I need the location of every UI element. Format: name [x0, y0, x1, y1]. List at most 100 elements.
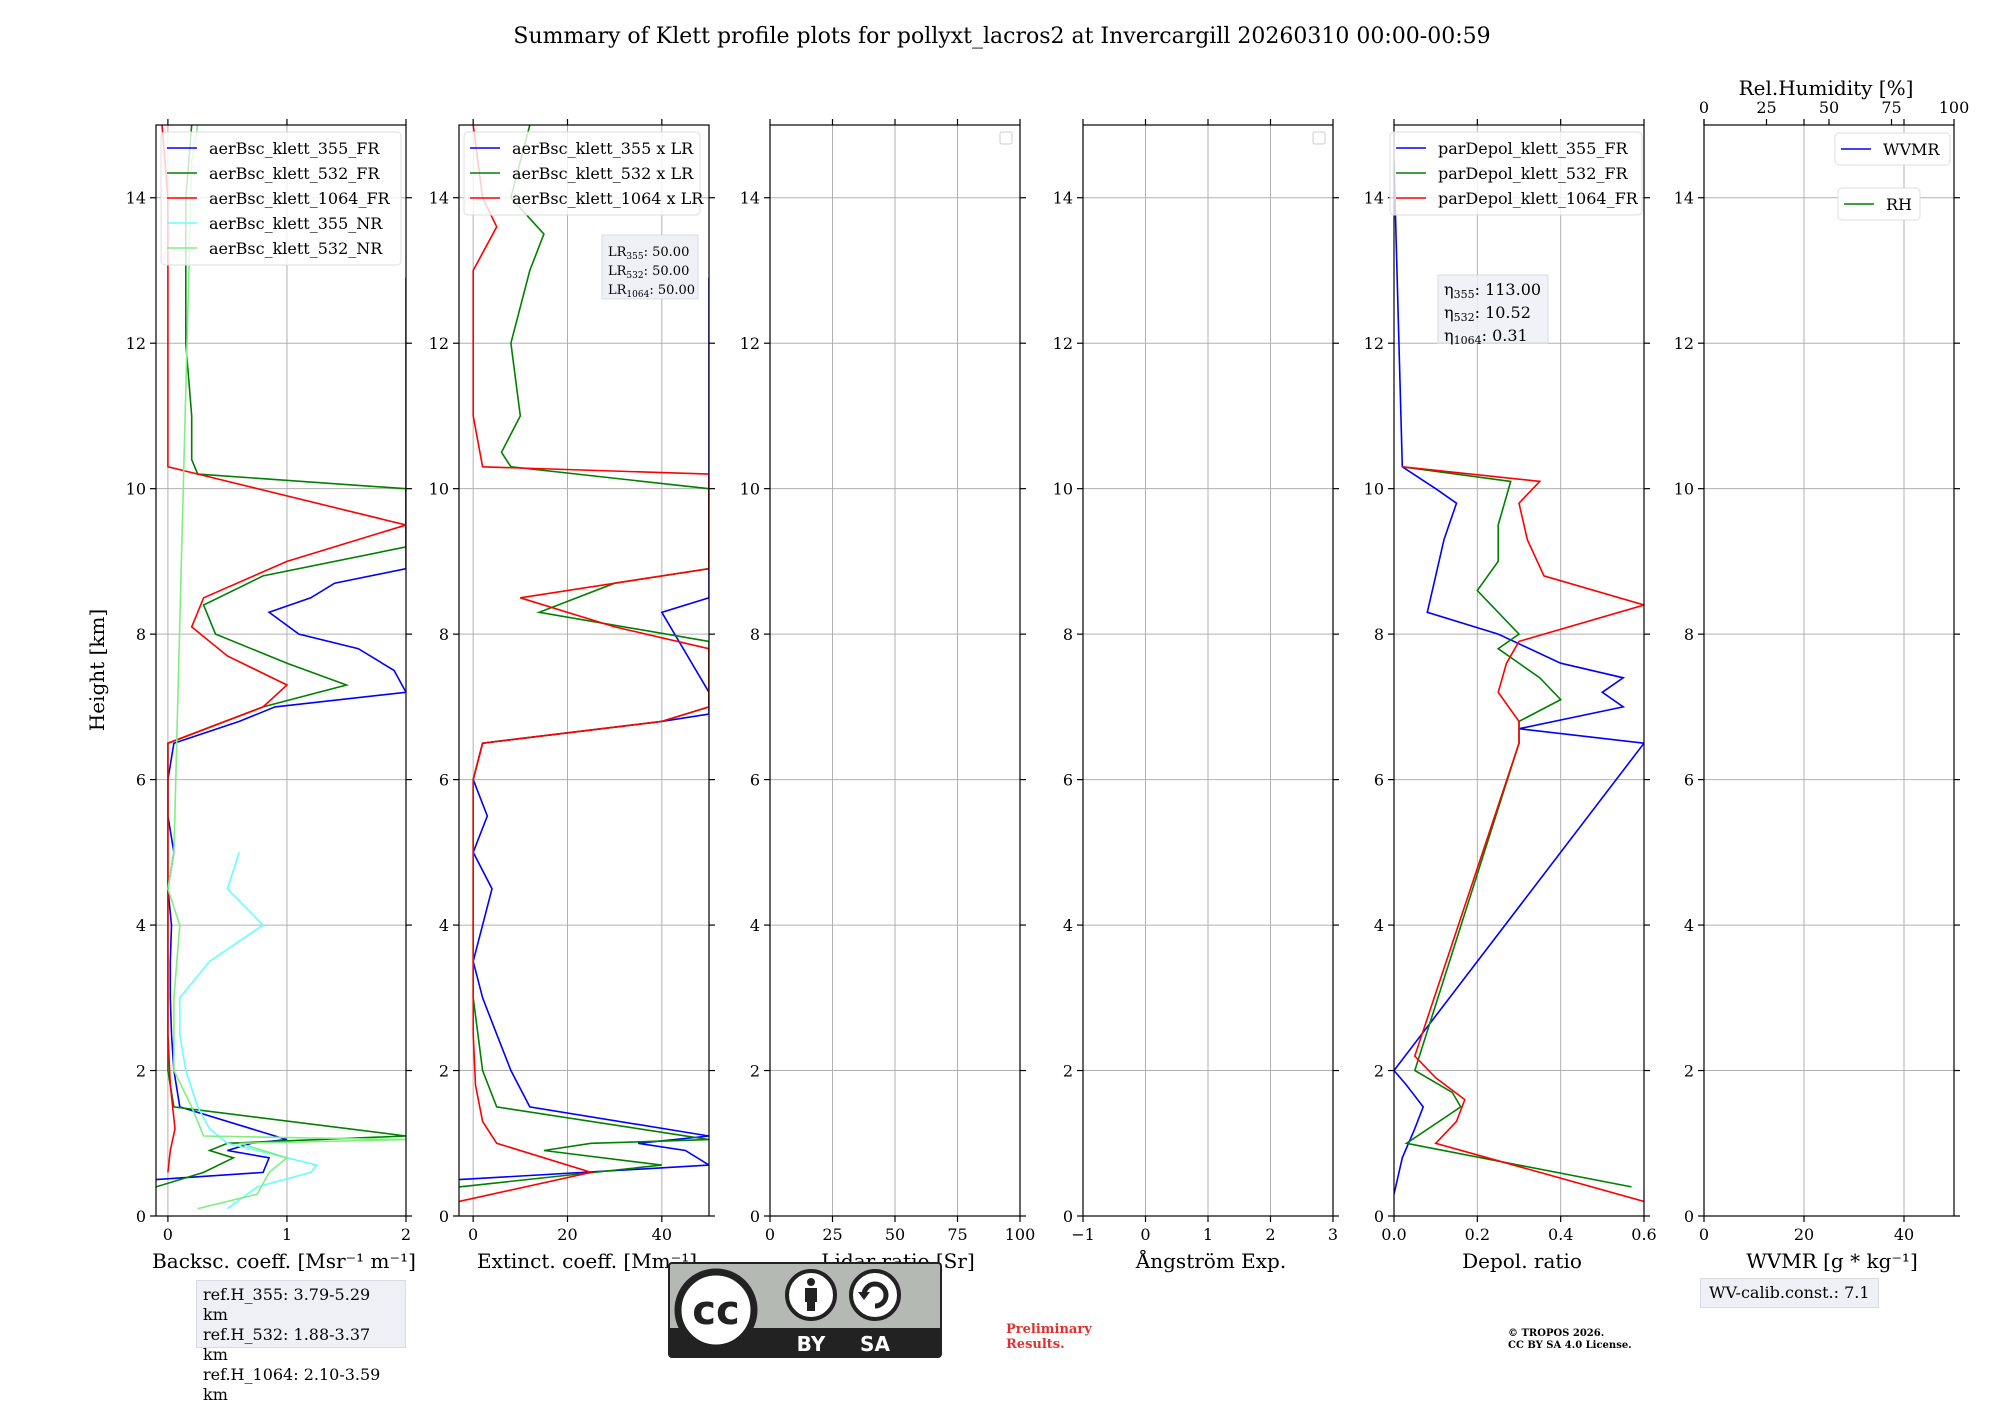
- annotation-text: η532: 10.52: [1444, 303, 1531, 324]
- series-line-parDepol_klett_532_FR: [1402, 466, 1632, 1188]
- y-tick-label: 6: [439, 771, 449, 790]
- x-tick-label: 0.6: [1631, 1225, 1656, 1244]
- series-line-aerBsc_klett_1064_FR: [161, 125, 406, 1173]
- y-tick-label: 10: [126, 480, 146, 499]
- y-tick-label: 10: [1674, 480, 1694, 499]
- x-tick-label: −1: [1071, 1225, 1095, 1244]
- x-tick-label: 0: [1699, 1225, 1709, 1244]
- y-tick-label: 12: [429, 334, 449, 353]
- legend-box: [463, 131, 701, 216]
- y-tick-label: 14: [1674, 189, 1694, 208]
- y-tick-label: 8: [750, 625, 760, 644]
- legend-label: aerBsc_klett_355 x LR: [512, 139, 694, 158]
- legend-label: aerBsc_klett_355_FR: [209, 139, 380, 158]
- y-tick-label: 6: [750, 771, 760, 790]
- annotation-text: LR532: 50.00: [608, 264, 689, 281]
- y-tick-label: 4: [1374, 916, 1384, 935]
- y-tick-label: 14: [126, 189, 146, 208]
- x-tick-label: 1: [282, 1225, 292, 1244]
- annotation-box: [601, 234, 699, 300]
- ref-height-355: ref.H_355: 3.79-5.29 km: [203, 1285, 371, 1324]
- y-tick-label: 0: [439, 1207, 449, 1226]
- y-tick-label: 8: [1684, 625, 1694, 644]
- x-axis-label: Extinct. coeff. [Mm⁻¹]: [477, 1249, 697, 1273]
- cc-sa-text: SA: [860, 1332, 890, 1356]
- y-tick-label: 12: [740, 334, 760, 353]
- legend-box: [160, 131, 402, 266]
- x-tick-label: 25: [822, 1225, 842, 1244]
- y-tick-label: 12: [126, 334, 146, 353]
- ref-height-532: ref.H_532: 1.88-3.37 km: [203, 1325, 371, 1364]
- empty-legend-box: [999, 131, 1013, 145]
- cc-license-logo: cc BY SA: [668, 1262, 942, 1358]
- reference-height-box: ref.H_355: 3.79-5.29 km ref.H_532: 1.88-…: [196, 1280, 406, 1404]
- y-tick-label: 10: [429, 480, 449, 499]
- copyright-line-1: © TROPOS 2026.: [1508, 1328, 1605, 1339]
- legend-label: RH: [1886, 195, 1912, 214]
- y-tick-label: 6: [136, 771, 146, 790]
- legend-label: aerBsc_klett_532_FR: [209, 164, 380, 183]
- legend-label: parDepol_klett_1064_FR: [1438, 189, 1639, 208]
- x-tick-label: 0.2: [1465, 1225, 1490, 1244]
- y-tick-label: 4: [750, 916, 760, 935]
- x-tick-label: 0: [163, 1225, 173, 1244]
- y-tick-label: 2: [1063, 1062, 1073, 1081]
- legend-box: [1389, 131, 1643, 216]
- axes-frame: [1703, 124, 1955, 1217]
- y-tick-label: 2: [136, 1062, 146, 1081]
- axes-frame: [458, 124, 710, 1217]
- legend-box: [1834, 132, 1951, 166]
- axes-frame: [1393, 124, 1645, 1217]
- legend: parDepol_klett_355_FR parDepol_klett_532_…: [1389, 131, 1643, 216]
- x-axis-label: WVMR [g * kg⁻¹]: [1746, 1249, 1918, 1273]
- panel-depol: 0 2 4 6 8 10 12 14 0.0 0.2 0.4 0.6 Depol. ratio parDe…: [1364, 119, 1657, 1273]
- legend-label: aerBsc_klett_532 x LR: [512, 164, 694, 183]
- x-tick-label: 2: [1265, 1225, 1275, 1244]
- y-tick-label: 12: [1674, 334, 1694, 353]
- y-tick-label: 8: [439, 625, 449, 644]
- y-axis-label: Height [km]: [85, 609, 109, 731]
- panel-ext: 0 2 4 6 8 10 12 14 0 20 40 Extinct. coeff. [Mm⁻¹] ae…: [429, 119, 715, 1273]
- y-tick-label: 14: [740, 189, 760, 208]
- series-line-aerBsc_klett_355_FR: [156, 277, 406, 1181]
- x-axis-label: Backsc. coeff. [Msr⁻¹ m⁻¹]: [152, 1249, 416, 1273]
- annotation-text: LR1064: 50.00: [608, 283, 695, 300]
- y-tick-label: 14: [429, 189, 449, 208]
- y-tick-label: 8: [136, 625, 146, 644]
- legend-label: WVMR: [1883, 140, 1940, 159]
- legend-label: aerBsc_klett_1064 x LR: [512, 189, 704, 208]
- x-tick-label: 100: [1005, 1225, 1036, 1244]
- x-tick-label: 40: [1894, 1225, 1914, 1244]
- x-tick-label: 0: [765, 1225, 775, 1244]
- axes-frame: [155, 124, 407, 1217]
- y-tick-label: 4: [136, 916, 146, 935]
- y-tick-label: 10: [1364, 480, 1384, 499]
- series-line-aerBsc_klett_1064 x LR: [459, 125, 709, 1203]
- legend-label: aerBsc_klett_355_NR: [209, 214, 383, 233]
- y-tick-label: 0: [750, 1207, 760, 1226]
- y-tick-label: 12: [1364, 334, 1384, 353]
- preliminary-results-note: Preliminary Results.: [1006, 1322, 1092, 1352]
- y-tick-label: 8: [1063, 625, 1073, 644]
- top-x-axis-label: Rel.Humidity [%]: [1739, 76, 1914, 100]
- y-tick-label: 10: [1053, 480, 1073, 499]
- y-tick-label: 2: [1684, 1062, 1694, 1081]
- copyright-line-2: CC BY SA 4.0 License.: [1508, 1340, 1632, 1351]
- annotation-text: η1064: 0.31: [1444, 326, 1528, 347]
- ref-height-1064: ref.H_1064: 2.10-3.59 km: [203, 1365, 381, 1404]
- top-x-tick-label: 100: [1939, 98, 1970, 117]
- copyright-note: © TROPOS 2026. CC BY SA 4.0 License.: [1508, 1328, 1632, 1352]
- x-tick-label: 0.0: [1381, 1225, 1406, 1244]
- cc-logo-text: cc: [692, 1288, 739, 1334]
- series-line-aerBsc_klett_355_NR: [179, 852, 319, 1210]
- top-x-tick-label: 25: [1756, 98, 1776, 117]
- x-tick-label: 3: [1328, 1225, 1338, 1244]
- series-line-aerBsc_klett_355 x LR: [459, 277, 709, 1181]
- x-tick-label: 1: [1203, 1225, 1213, 1244]
- y-tick-label: 4: [1684, 916, 1694, 935]
- lidar-ratio-annotation: LR355: 50.00 LR532: 50.00 LR1064: 50.00: [601, 234, 699, 300]
- x-tick-label: 2: [401, 1225, 411, 1244]
- x-tick-label: 20: [1794, 1225, 1814, 1244]
- panel-wv: 0 2 4 6 8 10 12 14 0 20 40 WVMR [g * kg⁻¹] 0 25 50 75 10…: [1674, 76, 1970, 1273]
